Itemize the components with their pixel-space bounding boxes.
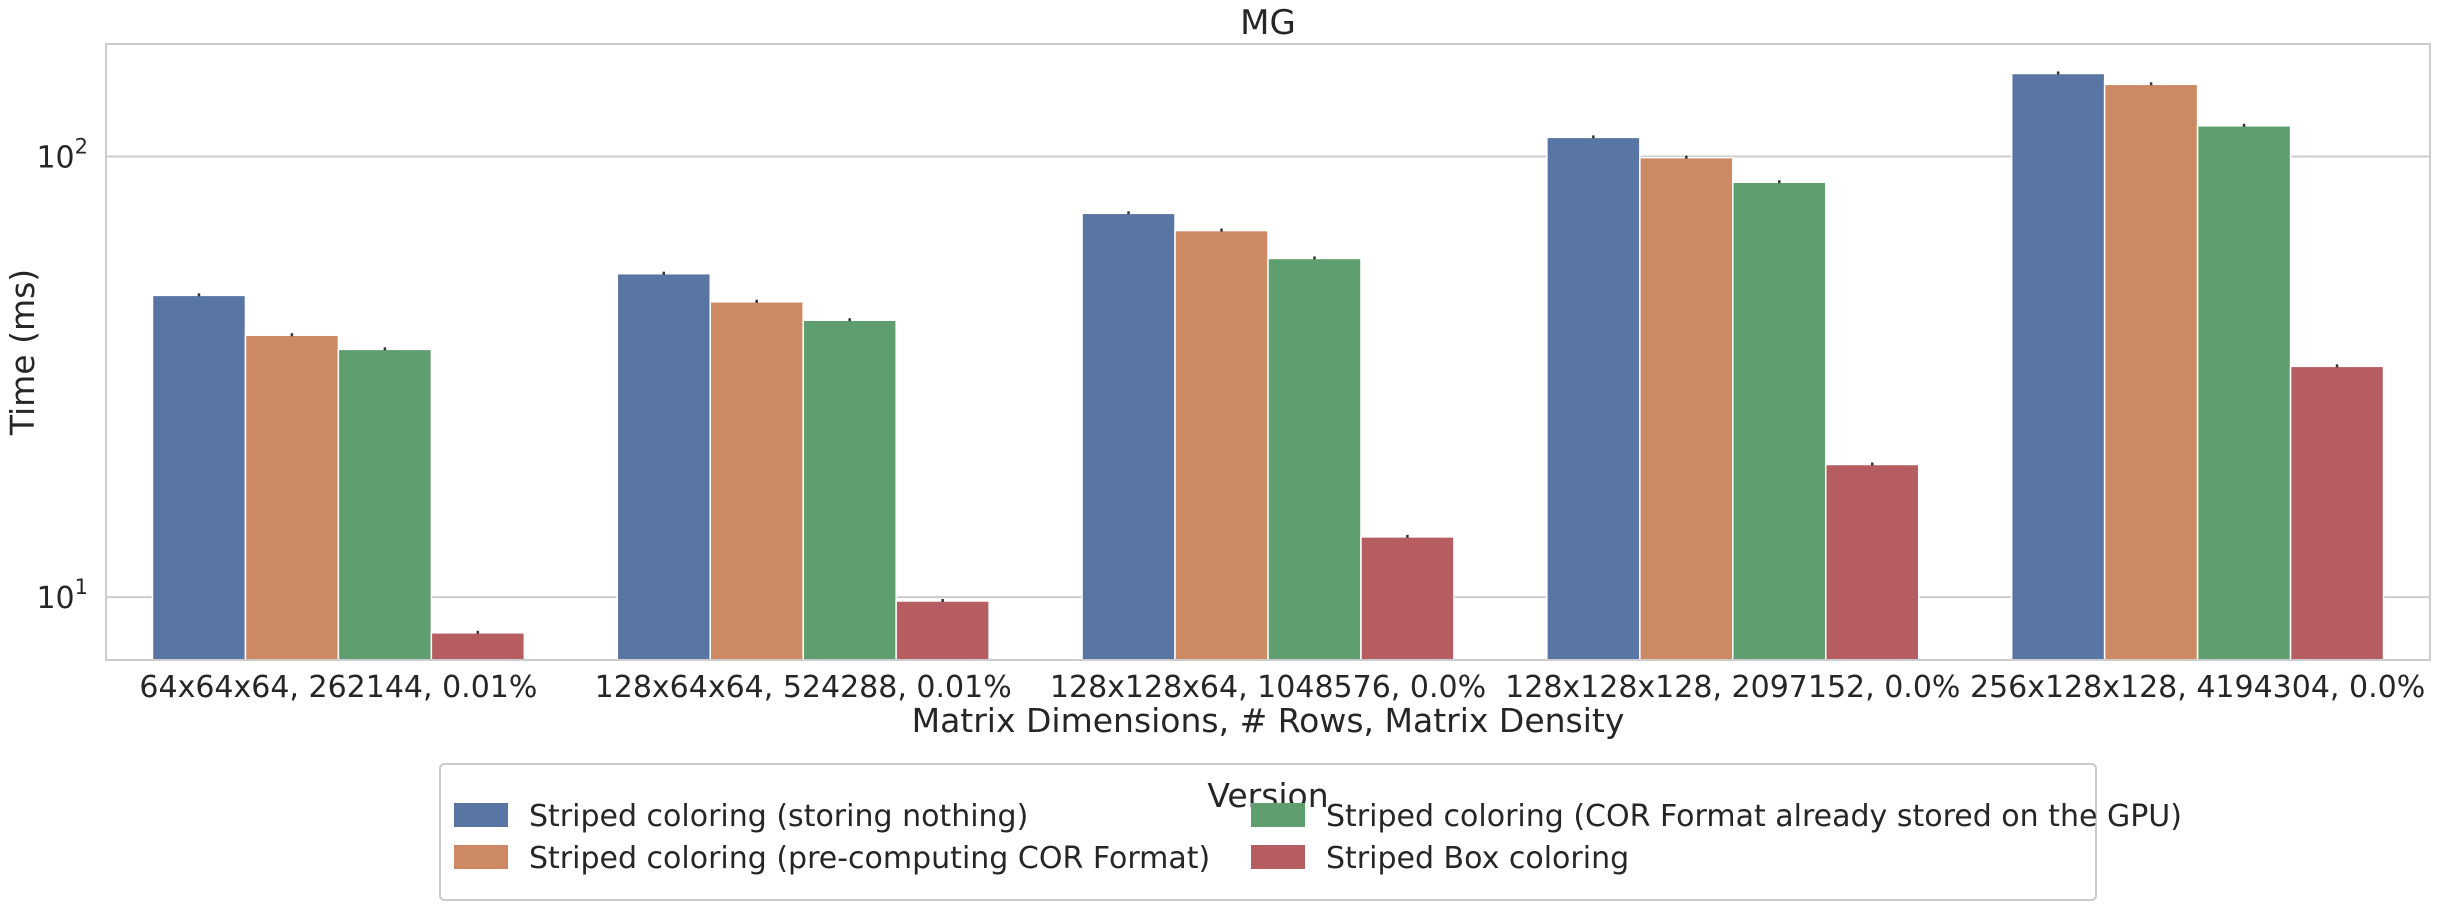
- bar: [1267, 257, 1362, 661]
- chart-title: MG: [1240, 3, 1296, 43]
- bar: [244, 334, 340, 661]
- bar: [430, 632, 526, 661]
- bar: [1174, 229, 1269, 661]
- legend-swatch: [454, 845, 508, 869]
- x-tick-label: 256x128x128, 4194304, 0.0%: [1970, 670, 2425, 705]
- y-tick-base: 10: [36, 581, 74, 616]
- bar: [1081, 212, 1176, 661]
- y-tick-exponent: 2: [75, 134, 88, 158]
- x-tick-label: 128x64x64, 524288, 0.01%: [595, 670, 1012, 705]
- bar: [2103, 83, 2199, 661]
- bar: [709, 301, 804, 661]
- legend-swatch: [1251, 803, 1305, 827]
- bar: [895, 600, 990, 661]
- bar: [337, 348, 433, 661]
- bar: [1732, 181, 1827, 661]
- bar: [2010, 72, 2106, 661]
- legend-entry: Striped coloring (storing nothing): [529, 799, 1028, 834]
- y-tick-label: 102: [36, 134, 88, 175]
- bar: [151, 294, 247, 661]
- y-axis-label: Time (ms): [3, 269, 42, 436]
- bar: [616, 272, 711, 661]
- legend-items: Striped coloring (storing nothing) Stripe…: [454, 799, 2182, 876]
- bars: [151, 71, 2385, 661]
- plot-frame: [105, 43, 2431, 661]
- x-tick-label: 128x128x128, 2097152, 0.0%: [1505, 670, 1960, 705]
- bar: [2196, 125, 2292, 661]
- x-tick-label: 64x64x64, 262144, 0.01%: [139, 670, 537, 705]
- bar: [1825, 463, 1920, 661]
- bar: [1639, 156, 1734, 661]
- x-axis-label: Matrix Dimensions, # Rows, Matrix Densit…: [912, 701, 1625, 740]
- y-tick-base: 10: [36, 140, 74, 175]
- x-tick-label: 128x128x64, 1048576, 0.0%: [1050, 670, 1486, 705]
- bar: [1546, 136, 1641, 661]
- legend-entry: Striped coloring (COR Format already sto…: [1326, 799, 2182, 834]
- x-tick-labels: 64x64x64, 262144, 0.01% 128x64x64, 524288…: [139, 670, 2425, 705]
- legend: Version Striped coloring (storing nothin…: [439, 763, 2182, 901]
- bar: [1360, 536, 1455, 661]
- legend-frame: [439, 763, 2097, 901]
- legend-swatch: [454, 803, 508, 827]
- legend-entry: Striped Box coloring: [1326, 841, 1629, 876]
- legend-swatch: [1251, 845, 1305, 869]
- bar: [802, 319, 897, 661]
- bar: [2289, 365, 2385, 661]
- legend-entry: Striped coloring (pre-computing COR Form…: [529, 841, 1210, 876]
- y-tick-exponent: 1: [75, 575, 88, 599]
- y-tick-label: 101: [36, 575, 88, 616]
